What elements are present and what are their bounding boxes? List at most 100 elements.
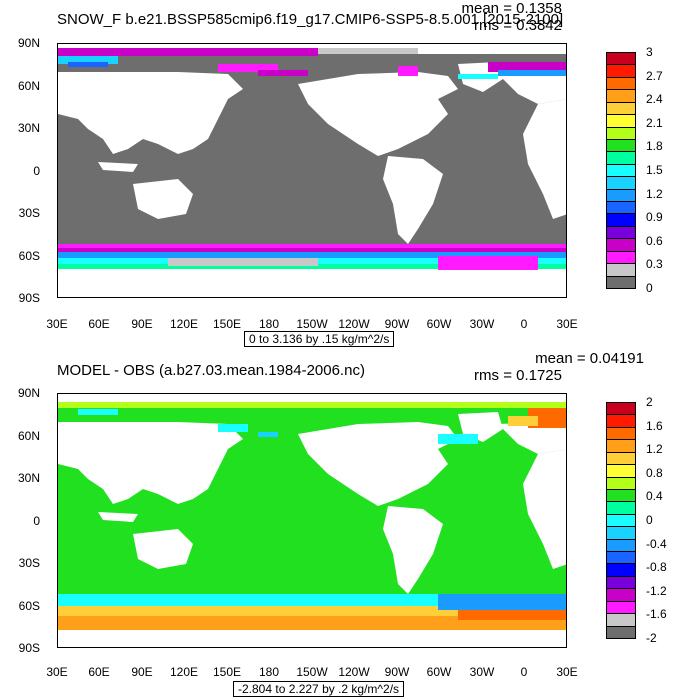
colorbar-swatch — [606, 575, 636, 590]
lon-label: 90W — [384, 665, 410, 679]
colorbar-label: -0.4 — [646, 536, 667, 551]
colorbar-label: -1.6 — [646, 607, 667, 622]
colorbar-label: 2.1 — [646, 115, 663, 130]
colorbar-label: 2 — [646, 395, 653, 409]
colorbar-label: 1.5 — [646, 163, 663, 177]
lon-label: 150W — [296, 665, 328, 679]
colorbar-swatch — [606, 101, 636, 116]
colorbar-label: 0 — [646, 513, 653, 527]
lat-label: 90N — [17, 386, 40, 400]
colorbar-swatch — [606, 451, 636, 466]
colorbar-label: 0.8 — [646, 465, 663, 480]
lon-label: 60E — [88, 317, 110, 331]
lon-label: 180 — [258, 665, 280, 679]
colorbar-label: -1.2 — [646, 583, 667, 598]
colorbar-label: 1.2 — [646, 442, 663, 457]
top-panel: SNOW_F b.e21.BSSP585cmip6.f19_g17.CMIP6-… — [17, 0, 663, 347]
colorbar-swatch — [606, 201, 636, 215]
colorbar-label: 1.8 — [646, 139, 663, 154]
colorbar-swatch — [606, 213, 636, 227]
colorbar-label: 0.4 — [646, 489, 663, 504]
colorbar-swatch — [606, 64, 636, 78]
top-map — [57, 43, 567, 298]
colorbar-swatch — [606, 263, 636, 277]
colorbar-swatch — [606, 238, 636, 252]
colorbar-label: 0.6 — [646, 233, 663, 248]
colorbar-swatch — [606, 126, 636, 140]
top-map-svg — [58, 44, 566, 297]
bottom-rms: rms = 0.1725 — [474, 367, 562, 384]
lat-label: 30S — [18, 206, 40, 220]
colorbar-label: 0.9 — [646, 210, 663, 225]
lon-label: 150E — [212, 317, 242, 331]
colorbar-swatch — [606, 439, 636, 453]
lon-label: 30E — [556, 317, 578, 331]
lat-label: 60N — [17, 429, 40, 443]
lon-label: 30E — [46, 317, 68, 331]
colorbar-swatch — [606, 625, 636, 639]
colorbar-swatch — [606, 250, 636, 265]
colorbar-label: 2.4 — [646, 92, 663, 107]
lon-label: 90W — [384, 317, 410, 331]
colorbar-swatch — [606, 551, 636, 565]
lat-label: 30S — [18, 556, 40, 570]
lon-label: 60W — [426, 665, 452, 679]
lat-label: 90S — [18, 641, 40, 655]
colorbar-swatch — [606, 476, 636, 490]
lat-label: 60N — [17, 79, 40, 93]
lon-label: 60W — [426, 317, 452, 331]
colorbar-swatch — [606, 538, 636, 553]
colorbar-swatch — [606, 275, 636, 289]
colorbar-swatch — [606, 138, 636, 153]
colorbar-label: 0 — [646, 281, 653, 295]
arctic-snow — [58, 48, 566, 79]
colorbar-swatch — [606, 176, 636, 190]
bottom-map-svg — [58, 394, 566, 647]
lat-label: 90S — [18, 291, 40, 305]
colorbar-swatch — [606, 89, 636, 103]
lat-label: 0 — [33, 514, 40, 528]
lat-label: 30N — [17, 471, 40, 485]
colorbar-label: 3 — [646, 45, 653, 59]
colorbar-label: 0.3 — [646, 257, 663, 272]
lon-label: 150W — [296, 317, 328, 331]
colorbar-swatch — [606, 464, 636, 478]
lon-label: 120W — [338, 317, 370, 331]
lon-label: 60E — [88, 665, 110, 679]
colorbar-swatch — [606, 163, 636, 178]
bottom-map — [57, 393, 567, 648]
colorbar-swatch — [606, 501, 636, 515]
colorbar-label: 1.2 — [646, 186, 663, 201]
colorbar-swatch — [606, 526, 636, 540]
lat-label: 90N — [17, 36, 40, 50]
lon-label: 150E — [212, 665, 242, 679]
colorbar-label: 1.6 — [646, 418, 663, 433]
colorbar-swatch — [606, 225, 636, 240]
lat-label: 30N — [17, 121, 40, 135]
bottom-subtitle: -2.804 to 2.227 by .2 kg/m^2/s — [233, 681, 405, 697]
colorbar-swatch — [606, 563, 636, 577]
colorbar-label: -0.8 — [646, 560, 667, 575]
colorbar-swatch — [606, 114, 636, 128]
colorbar-swatch — [606, 188, 636, 203]
top-rms: rms = 0.3842 — [474, 17, 562, 34]
colorbar-label: 2.7 — [646, 68, 663, 83]
top-colorbar — [606, 52, 636, 289]
colorbar-swatch — [606, 402, 636, 416]
lon-label: 0 — [520, 665, 528, 679]
colorbar-swatch — [606, 52, 636, 66]
lon-label: 120E — [169, 665, 199, 679]
lon-label: 90E — [131, 317, 153, 331]
lon-label: 30E — [556, 665, 578, 679]
lat-label: 0 — [33, 164, 40, 178]
colorbar-swatch — [606, 426, 636, 441]
continents — [58, 394, 566, 647]
lon-label: 180 — [258, 317, 280, 331]
difference-features — [58, 402, 566, 630]
lat-label: 60S — [18, 249, 40, 263]
lon-label: 0 — [520, 317, 528, 331]
bottom-title: MODEL - OBS (a.b27.03.mean.1984-2006.nc) — [57, 362, 365, 379]
lon-label: 120E — [169, 317, 199, 331]
colorbar-swatch — [606, 414, 636, 428]
southern-snow — [58, 244, 566, 270]
